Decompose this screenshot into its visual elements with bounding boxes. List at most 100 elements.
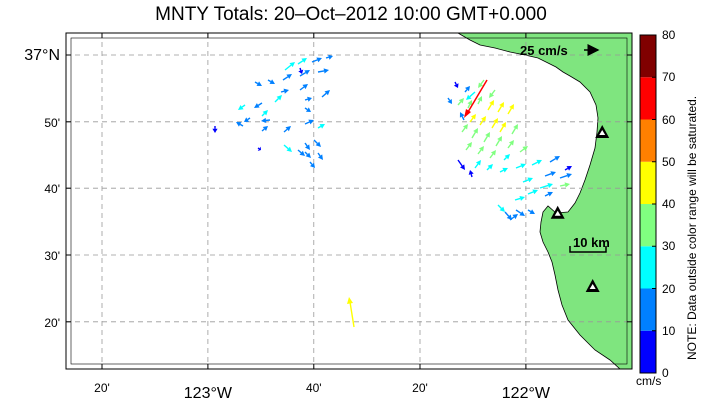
current-vector xyxy=(479,116,486,126)
current-vector xyxy=(544,191,553,197)
current-vector xyxy=(497,102,504,113)
colorbar-segment xyxy=(640,246,656,289)
current-vector xyxy=(514,195,525,201)
current-vector xyxy=(489,150,496,159)
current-vector xyxy=(478,79,485,88)
lon-label: 122°W xyxy=(502,385,551,402)
current-vector xyxy=(515,163,526,169)
current-vector xyxy=(317,152,323,160)
station-marker xyxy=(550,205,565,219)
current-vector xyxy=(297,149,305,156)
current-vectors xyxy=(212,54,572,328)
current-vector xyxy=(298,67,304,74)
current-vector xyxy=(507,104,514,115)
scale-bar-label: 10 km xyxy=(573,235,610,250)
current-vector xyxy=(495,136,502,147)
current-vector xyxy=(499,167,508,173)
lon-label: 20' xyxy=(94,381,110,395)
current-vector xyxy=(297,58,307,65)
colorbar-tick-label: 80 xyxy=(662,28,676,42)
colorbar xyxy=(640,34,656,374)
colorbar-segment xyxy=(640,161,656,204)
current-vector xyxy=(544,171,556,177)
lat-label: 40' xyxy=(44,182,60,196)
current-vector xyxy=(453,81,459,88)
current-vector xyxy=(283,126,291,133)
station-marker xyxy=(585,279,600,292)
current-vector xyxy=(469,114,476,123)
current-vector xyxy=(468,170,474,178)
lat-label: 50' xyxy=(44,116,60,130)
current-vector xyxy=(559,173,572,179)
current-vector xyxy=(483,132,490,143)
current-vector xyxy=(304,107,311,112)
current-vector xyxy=(559,182,570,188)
lat-label: 20' xyxy=(44,316,60,330)
current-vector xyxy=(321,90,330,98)
colorbar-frame xyxy=(639,34,657,374)
lon-label: 123°W xyxy=(184,385,233,402)
current-vector xyxy=(447,97,452,104)
current-vector xyxy=(457,159,465,170)
colorbar-tick-label: 0 xyxy=(662,366,669,380)
coastline-land xyxy=(457,33,632,369)
colorbar-segment xyxy=(640,35,656,78)
current-vector xyxy=(254,81,262,86)
current-vector xyxy=(467,100,473,109)
colorbar-segment xyxy=(640,330,656,373)
ocean-area xyxy=(66,33,632,369)
current-vector xyxy=(527,209,535,214)
current-vector xyxy=(238,104,246,110)
current-vector xyxy=(522,177,533,183)
current-vector xyxy=(549,156,560,163)
plot-frame xyxy=(65,32,633,370)
current-vector xyxy=(274,95,282,103)
current-vector xyxy=(466,91,476,100)
current-vector xyxy=(236,122,244,127)
current-vector xyxy=(257,146,261,151)
current-vector xyxy=(497,204,505,212)
current-vector xyxy=(311,57,322,63)
current-vector xyxy=(299,70,310,77)
lat-label: 37°N xyxy=(24,47,60,64)
current-vector xyxy=(244,117,251,122)
current-vector xyxy=(347,297,355,328)
current-vector xyxy=(317,124,325,129)
current-vector xyxy=(465,142,472,151)
current-vector xyxy=(304,151,311,158)
colorbar-tick-label: 70 xyxy=(662,70,676,85)
scale-bar xyxy=(569,246,607,253)
current-vector xyxy=(471,128,478,139)
current-vector xyxy=(461,124,468,133)
colorbar-tick-label: 30 xyxy=(662,239,676,254)
current-vector xyxy=(564,166,572,171)
graticule xyxy=(66,33,632,369)
current-vector xyxy=(491,118,498,129)
current-vector xyxy=(486,164,493,171)
current-vector xyxy=(489,89,496,98)
axis-ticks xyxy=(66,33,632,369)
current-vector xyxy=(261,117,271,124)
current-vector xyxy=(267,79,275,84)
current-vector xyxy=(539,182,553,189)
current-vector xyxy=(474,160,481,169)
current-vector xyxy=(284,62,295,71)
current-vector xyxy=(527,189,538,195)
current-vector xyxy=(509,214,518,221)
current-vector xyxy=(503,154,510,161)
colorbar-tick-label: 60 xyxy=(662,112,676,127)
current-vector xyxy=(261,126,268,132)
current-vector xyxy=(464,86,470,93)
current-vector xyxy=(464,79,488,118)
current-vector xyxy=(299,84,308,91)
current-vector xyxy=(261,110,268,117)
plot-frame-inner xyxy=(70,37,628,365)
colorbar-tick-label: 50 xyxy=(662,154,676,169)
saturation-note: NOTE: Data outside color range will be s… xyxy=(685,95,699,360)
current-vector xyxy=(487,100,494,111)
lon-label: 20' xyxy=(412,381,428,395)
current-vector xyxy=(519,146,528,153)
colorbar-tick-label: 40 xyxy=(662,197,676,211)
current-vector xyxy=(507,140,514,149)
